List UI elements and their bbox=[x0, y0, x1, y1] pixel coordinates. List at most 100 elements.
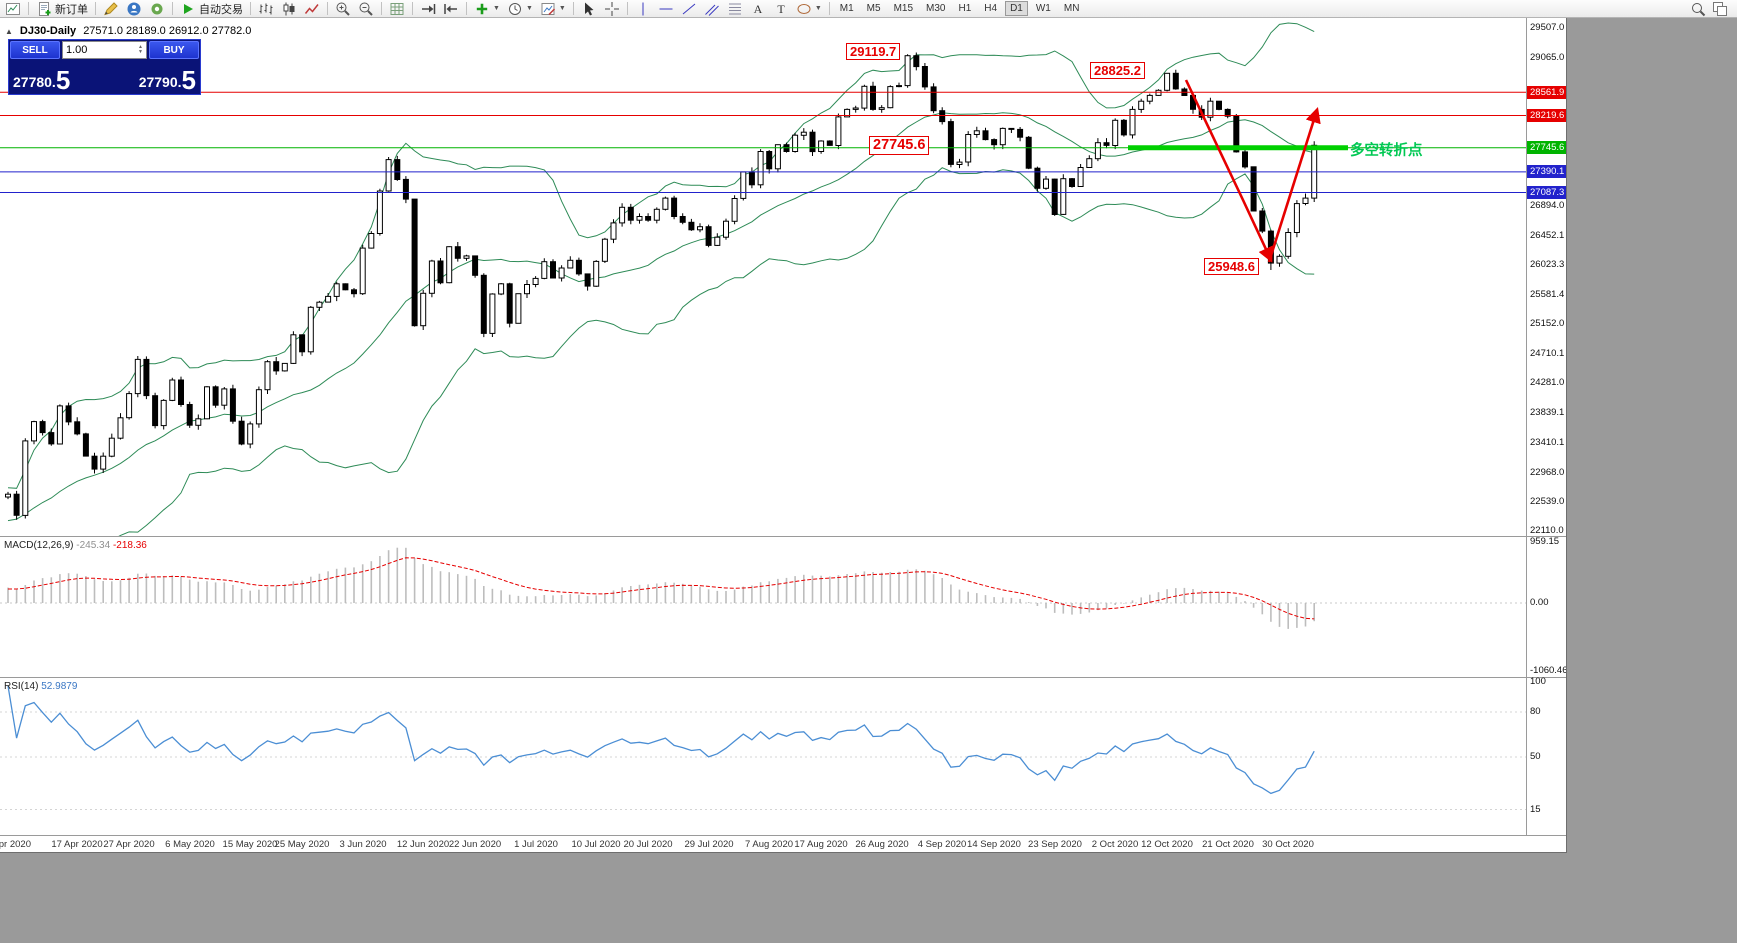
turning-point-label[interactable]: 多空转折点 bbox=[1350, 143, 1423, 159]
symbol-label: DJ30-Daily bbox=[19, 25, 77, 37]
dropdown-caret-icon: ▼ bbox=[814, 5, 822, 12]
zoom-out-button[interactable] bbox=[355, 1, 377, 17]
price-annotation[interactable]: 27745.6 bbox=[869, 136, 930, 155]
date-label: 25 May 2020 bbox=[274, 839, 330, 850]
volume-spinner[interactable]: ▲ ▼ bbox=[138, 45, 143, 55]
chart-shift-button[interactable] bbox=[440, 1, 462, 17]
hline-icon bbox=[658, 1, 674, 17]
trendline-icon bbox=[681, 1, 697, 17]
vertical-line-tool-button[interactable] bbox=[632, 1, 654, 17]
line-chart-icon bbox=[304, 1, 320, 17]
date-label: 29 Jul 2020 bbox=[684, 839, 734, 850]
date-label: 21 Oct 2020 bbox=[1202, 839, 1254, 850]
timeframe-m15[interactable]: M15 bbox=[893, 3, 914, 14]
dropdown-caret-icon: ▼ bbox=[558, 5, 566, 12]
date-label: 10 Jul 2020 bbox=[571, 839, 621, 850]
date-label: 1 Jul 2020 bbox=[514, 839, 558, 850]
sell-price-big-digit: 5 bbox=[55, 65, 71, 95]
date-label: 27 Apr 2020 bbox=[103, 839, 155, 850]
fibonacci-tool-button[interactable] bbox=[724, 1, 746, 17]
one-click-trading-panel: SELL 1.00 ▲ ▼ BUY 27780. 5 27790. 5 bbox=[8, 39, 201, 95]
window-layout-button[interactable] bbox=[1709, 1, 1731, 17]
price-tick: 24710.1 bbox=[1530, 348, 1565, 359]
price-annotation[interactable]: 29119.7 bbox=[846, 43, 901, 60]
periods-icon bbox=[507, 1, 523, 17]
buy-button[interactable]: BUY bbox=[149, 41, 199, 59]
cursor-tool-button[interactable] bbox=[578, 1, 600, 17]
templates-menu-button[interactable]: ▼ bbox=[537, 1, 569, 17]
panel-separator[interactable] bbox=[0, 677, 1566, 678]
new-order-button[interactable]: 新订单 bbox=[33, 1, 91, 17]
candle-chart-mode-button[interactable] bbox=[278, 1, 300, 17]
date-label: 7 Apr 2020 bbox=[0, 839, 31, 850]
timeframe-m5[interactable]: M5 bbox=[866, 3, 881, 14]
chart-window: ▲ DJ30-Daily 27571.0 28189.0 26912.0 277… bbox=[0, 18, 1567, 853]
label-tool-button[interactable]: T bbox=[770, 1, 792, 17]
community-button[interactable] bbox=[123, 1, 145, 17]
price-tick: 23839.1 bbox=[1530, 407, 1565, 418]
timeframe-m30[interactable]: M30 bbox=[926, 3, 946, 14]
auto-trading-button[interactable]: 自动交易 bbox=[177, 1, 246, 17]
options-button[interactable] bbox=[146, 1, 168, 17]
svg-text:A: A bbox=[753, 2, 762, 16]
toolbar-separator bbox=[95, 2, 96, 15]
price-annotation[interactable]: 28825.2 bbox=[1090, 62, 1145, 79]
autotrade-icon bbox=[180, 1, 196, 17]
date-label: 15 May 2020 bbox=[222, 839, 278, 850]
line-chart-mode-button[interactable] bbox=[301, 1, 323, 17]
price-tick: 26023.3 bbox=[1530, 259, 1565, 270]
text-tool-button[interactable]: A bbox=[747, 1, 769, 17]
date-label: 30 Oct 2020 bbox=[1262, 839, 1314, 850]
timeframe-h1[interactable]: H1 bbox=[958, 3, 972, 14]
auto-scroll-button[interactable] bbox=[417, 1, 439, 17]
rsi-tick: 80 bbox=[1530, 706, 1541, 717]
price-tick: 26894.0 bbox=[1530, 200, 1565, 211]
trendline-tool-button[interactable] bbox=[678, 1, 700, 17]
channel-tool-button[interactable] bbox=[701, 1, 723, 17]
timeframe-mn[interactable]: MN bbox=[1063, 3, 1080, 14]
spinner-up-icon[interactable]: ▲ bbox=[138, 44, 143, 50]
date-label: 4 Sep 2020 bbox=[917, 839, 967, 850]
rsi-indicator-canvas[interactable] bbox=[0, 678, 1526, 834]
panel-separator[interactable] bbox=[0, 536, 1566, 537]
templates-icon bbox=[540, 1, 556, 17]
bar-chart-mode-button[interactable] bbox=[255, 1, 277, 17]
spinner-down-icon[interactable]: ▼ bbox=[138, 49, 143, 55]
cursor-icon bbox=[581, 1, 597, 17]
horizontal-line-tool-button[interactable] bbox=[655, 1, 677, 17]
rsi-value: 52.9879 bbox=[41, 681, 78, 692]
new-chart-button[interactable] bbox=[2, 1, 24, 17]
date-label: 23 Sep 2020 bbox=[1028, 839, 1082, 850]
strategy-tester-button[interactable] bbox=[386, 1, 408, 17]
date-label: 2 Oct 2020 bbox=[1091, 839, 1139, 850]
macd-indicator-canvas[interactable] bbox=[0, 537, 1526, 677]
periods-menu-button[interactable]: ▼ bbox=[504, 1, 536, 17]
date-label: 14 Sep 2020 bbox=[967, 839, 1021, 850]
search-button[interactable] bbox=[1687, 1, 1709, 17]
indicators-menu-button[interactable]: ▼ bbox=[471, 1, 503, 17]
crosshair-tool-button[interactable] bbox=[601, 1, 623, 17]
shapes-menu-button[interactable]: ▼ bbox=[793, 1, 825, 17]
sell-button[interactable]: SELL bbox=[10, 41, 60, 59]
buy-price-main: 27790. bbox=[138, 74, 182, 90]
price-tick: 24281.0 bbox=[1530, 377, 1565, 388]
dropdown-caret-icon: ▼ bbox=[525, 5, 533, 12]
timeframe-h4[interactable]: H4 bbox=[984, 3, 998, 14]
zoom-in-button[interactable] bbox=[332, 1, 354, 17]
date-label: 6 May 2020 bbox=[165, 839, 215, 850]
price-axis[interactable]: 29507.0 29065.0 26894.0 26452.1 26023.3 25581… bbox=[1527, 18, 1566, 835]
timeframe-m1[interactable]: M1 bbox=[839, 3, 854, 14]
price-annotation[interactable]: 25948.6 bbox=[1204, 258, 1259, 275]
axis-badge: 27390.1 bbox=[1527, 165, 1566, 178]
channel-icon bbox=[704, 1, 720, 17]
volume-value: 1.00 bbox=[66, 44, 88, 56]
timeframe-d1[interactable]: D1 bbox=[1005, 1, 1028, 16]
auto-trading-label: 自动交易 bbox=[199, 3, 243, 16]
metaeditor-button[interactable] bbox=[100, 1, 122, 17]
price-chart-canvas[interactable] bbox=[0, 18, 1526, 536]
volume-input[interactable]: 1.00 ▲ ▼ bbox=[62, 41, 147, 59]
date-label: 12 Oct 2020 bbox=[1141, 839, 1193, 850]
timeframe-w1[interactable]: W1 bbox=[1035, 3, 1051, 14]
vline-icon bbox=[635, 1, 651, 17]
